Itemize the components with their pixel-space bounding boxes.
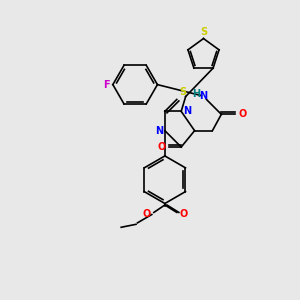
- Text: O: O: [180, 209, 188, 219]
- Text: O: O: [158, 142, 166, 152]
- Text: N: N: [200, 91, 208, 100]
- Text: S: S: [200, 27, 207, 37]
- Text: O: O: [142, 209, 151, 219]
- Text: N: N: [183, 106, 191, 116]
- Text: S: S: [179, 87, 186, 98]
- Text: F: F: [103, 80, 109, 90]
- Text: N: N: [155, 126, 164, 136]
- Text: H: H: [193, 89, 201, 99]
- Text: O: O: [238, 109, 247, 119]
